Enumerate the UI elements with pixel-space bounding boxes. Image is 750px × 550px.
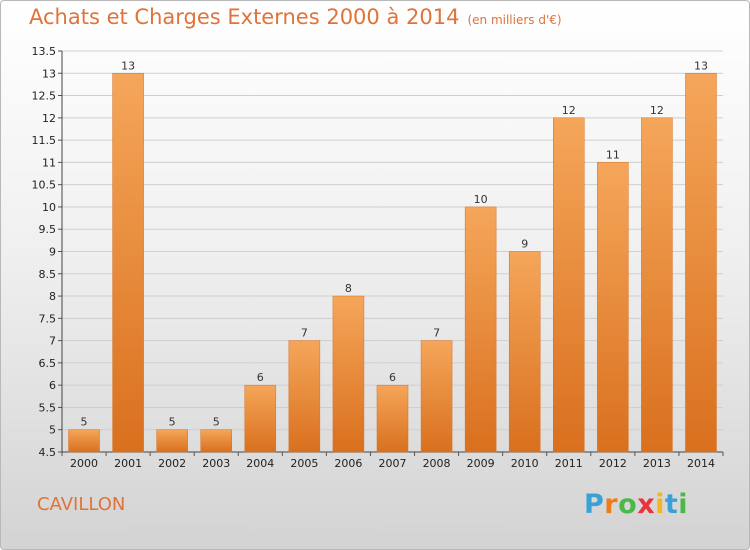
chart-subtitle: (en milliers d'€): [467, 13, 562, 27]
y-tick-label: 6.5: [39, 357, 57, 370]
bar-2004: [244, 384, 277, 453]
data-label: 13: [694, 59, 708, 72]
labels: 4.5 5 5.5 6 6.5 7 7.5 8 8.5 9 9.5 10 10.5 11 11.5 12 12.…: [32, 45, 715, 470]
x-tick-label: 2003: [202, 457, 230, 470]
x-tick-label: 2014: [687, 457, 715, 470]
bar-2012: [597, 162, 629, 453]
x-tick-label: 2007: [379, 457, 407, 470]
y-tick-label: 7: [49, 335, 56, 348]
x-tick-label: 2013: [643, 457, 671, 470]
y-tick-label: 12.5: [32, 90, 57, 103]
data-label: 13: [121, 59, 135, 72]
bar-2001: [112, 73, 144, 453]
x-tick-label: 2010: [511, 457, 539, 470]
y-tick-label: 11.5: [32, 134, 57, 147]
y-tick-label: 10: [42, 201, 56, 214]
bar-2010: [508, 251, 541, 453]
data-label: 5: [169, 416, 176, 429]
x-tick-label: 2006: [334, 457, 362, 470]
data-label: 6: [389, 371, 396, 384]
data-label: 10: [474, 193, 488, 206]
data-label: 11: [606, 148, 620, 161]
bar-2005: [288, 340, 321, 453]
y-tick-label: 8.5: [39, 268, 57, 281]
logo-letter: i: [655, 489, 665, 520]
x-tick-label: 2004: [246, 457, 274, 470]
x-tick-label: 2012: [599, 457, 627, 470]
y-tick-label: 7.5: [39, 312, 57, 325]
y-tick-label: 4.5: [39, 446, 57, 459]
bar-2000: [68, 429, 100, 453]
logo-letter: t: [664, 489, 679, 520]
data-label: 9: [521, 238, 528, 251]
data-label: 12: [650, 104, 664, 117]
y-tick-label: 11: [42, 156, 56, 169]
x-tick-label: 2011: [555, 457, 583, 470]
logo-letter: x: [637, 489, 656, 520]
bar-2003: [200, 429, 232, 453]
logo-letter: P: [584, 489, 605, 520]
city-name: CAVILLON: [37, 494, 126, 515]
y-tick-label: 9: [49, 246, 56, 259]
data-label: 12: [562, 104, 576, 117]
bar-2009: [464, 206, 497, 453]
data-label: 7: [433, 327, 440, 340]
data-label: 5: [213, 416, 220, 429]
y-tick-label: 13.5: [32, 45, 57, 58]
x-tick-label: 2005: [290, 457, 318, 470]
logo-letter: r: [604, 489, 619, 520]
chart-title: Achats et Charges Externes 2000 à 2014: [29, 5, 460, 29]
proxiti-logo[interactable]: Proxiti: [584, 489, 688, 520]
data-label: 7: [301, 327, 308, 340]
y-tick-label: 5: [49, 424, 56, 437]
x-tick-label: 2001: [114, 457, 142, 470]
bar-2007: [376, 384, 409, 453]
y-tick-label: 8: [49, 290, 56, 303]
chart-header: Achats et Charges Externes 2000 à 2014 (e…: [29, 5, 562, 29]
logo-letter: o: [618, 489, 638, 520]
data-label: 6: [257, 371, 264, 384]
bar-2008: [420, 340, 453, 453]
y-tick-label: 13: [42, 67, 56, 80]
logo-letter: i: [678, 489, 689, 520]
y-tick-label: 5.5: [39, 401, 57, 414]
bar-2014: [685, 73, 717, 453]
bar-2013: [641, 117, 673, 453]
bar-2006: [332, 295, 365, 453]
x-tick-label: 2008: [423, 457, 451, 470]
bars: [68, 73, 717, 453]
y-tick-label: 9.5: [39, 223, 57, 236]
data-label: 8: [345, 282, 352, 295]
x-tick-label: 2009: [467, 457, 495, 470]
x-tick-label: 2000: [70, 457, 98, 470]
y-tick-label: 12: [42, 112, 56, 125]
data-label: 5: [81, 416, 88, 429]
y-tick-label: 10.5: [32, 179, 57, 192]
bar-2002: [156, 429, 188, 453]
y-tick-label: 6: [49, 379, 56, 392]
bar-2011: [553, 117, 585, 453]
x-tick-label: 2002: [158, 457, 186, 470]
